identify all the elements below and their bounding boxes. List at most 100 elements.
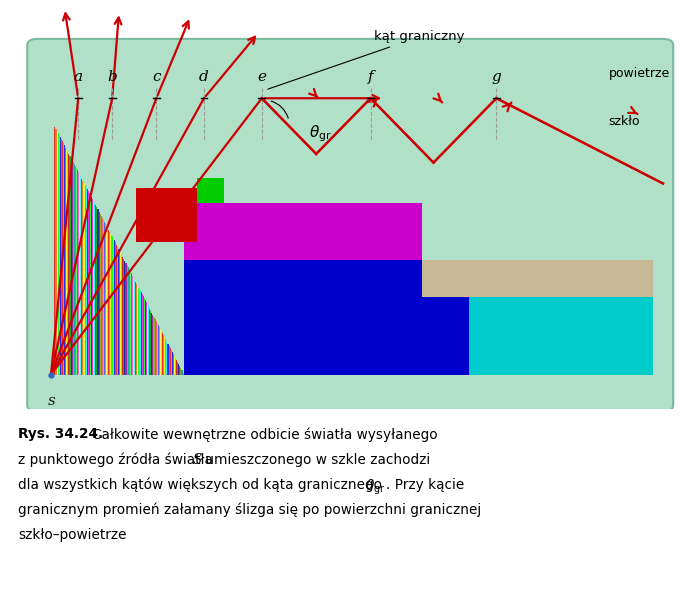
Bar xyxy=(102,218,103,375)
Bar xyxy=(112,238,114,375)
Bar xyxy=(73,164,75,375)
Bar xyxy=(115,243,116,375)
Bar xyxy=(150,310,151,375)
Text: S: S xyxy=(47,397,55,407)
Bar xyxy=(143,298,145,375)
Bar xyxy=(61,139,62,375)
Text: g: g xyxy=(492,70,501,84)
Bar xyxy=(126,265,128,375)
Bar xyxy=(171,350,172,375)
Bar xyxy=(141,294,143,375)
Bar xyxy=(97,210,99,375)
Bar xyxy=(469,297,653,375)
Bar xyxy=(136,284,137,375)
Bar xyxy=(130,271,131,375)
Bar xyxy=(107,228,108,375)
Bar xyxy=(125,263,126,375)
Bar xyxy=(67,152,69,375)
Bar xyxy=(176,360,177,375)
Bar xyxy=(177,362,178,375)
Bar xyxy=(123,259,124,375)
Text: b: b xyxy=(107,70,117,84)
Bar xyxy=(118,249,119,375)
Bar xyxy=(158,325,159,375)
Bar xyxy=(79,174,80,375)
Bar xyxy=(147,304,148,375)
Bar xyxy=(120,253,121,375)
Bar xyxy=(104,222,105,375)
Text: a: a xyxy=(73,70,83,84)
Bar xyxy=(152,315,154,375)
Bar xyxy=(174,356,175,375)
Bar xyxy=(131,274,132,375)
Bar xyxy=(100,214,101,375)
Bar xyxy=(95,205,97,375)
Bar xyxy=(89,193,90,375)
Bar xyxy=(91,197,92,375)
Bar xyxy=(134,280,135,375)
Bar xyxy=(146,302,147,375)
Bar xyxy=(156,323,158,375)
Text: Całkowite wewnętrzne odbicie światła wysyłanego: Całkowite wewnętrzne odbicie światła wys… xyxy=(92,428,438,442)
Bar xyxy=(62,141,63,375)
Bar xyxy=(106,226,107,375)
Bar xyxy=(66,150,67,375)
Bar xyxy=(197,178,224,203)
Bar xyxy=(105,224,106,375)
Bar xyxy=(162,333,163,375)
Bar xyxy=(65,147,66,375)
Bar xyxy=(129,269,130,375)
Bar xyxy=(56,131,58,375)
Bar xyxy=(148,307,149,375)
Bar xyxy=(169,348,171,375)
Text: e: e xyxy=(257,70,267,84)
Bar xyxy=(75,166,76,375)
Bar xyxy=(160,329,161,375)
Text: Rys. 34.24.: Rys. 34.24. xyxy=(18,428,103,441)
Text: kąt graniczny: kąt graniczny xyxy=(268,31,464,89)
Bar xyxy=(76,168,77,375)
Bar xyxy=(167,343,169,375)
Bar xyxy=(163,335,164,375)
Bar xyxy=(137,286,138,375)
Text: szkło: szkło xyxy=(609,115,640,128)
Text: $\theta_{\rm gr}$: $\theta_{\rm gr}$ xyxy=(309,123,332,144)
Bar xyxy=(182,373,184,375)
Text: umieszczonego w szkle zachodzi: umieszczonego w szkle zachodzi xyxy=(201,453,430,467)
Bar xyxy=(422,260,653,297)
Bar xyxy=(116,244,117,375)
Bar xyxy=(71,160,73,375)
Bar xyxy=(133,277,134,375)
Bar xyxy=(114,240,115,375)
Bar xyxy=(145,300,146,375)
Bar xyxy=(151,313,152,375)
Bar xyxy=(121,255,122,375)
Bar xyxy=(172,352,173,375)
Bar xyxy=(178,364,180,375)
Bar xyxy=(184,203,422,260)
Text: c: c xyxy=(152,70,160,84)
Text: powietrze: powietrze xyxy=(609,67,670,80)
Bar xyxy=(149,309,150,375)
Bar xyxy=(87,189,88,375)
Bar xyxy=(154,319,156,375)
Bar xyxy=(78,172,79,375)
Bar xyxy=(119,251,120,375)
Bar xyxy=(93,201,95,375)
Text: d: d xyxy=(199,70,209,84)
Bar xyxy=(108,230,109,375)
Bar xyxy=(161,331,162,375)
Bar xyxy=(64,145,65,375)
Bar xyxy=(110,234,112,375)
Bar xyxy=(60,137,61,375)
Bar xyxy=(180,368,182,375)
Text: dla wszystkich kątów większych od kąta granicznego: dla wszystkich kątów większych od kąta g… xyxy=(18,478,386,492)
Bar xyxy=(92,199,93,375)
Bar xyxy=(132,276,133,375)
Text: szkło–powietrze: szkło–powietrze xyxy=(18,528,126,542)
Bar xyxy=(58,135,60,375)
Bar xyxy=(90,195,91,375)
Bar xyxy=(136,188,197,241)
Bar xyxy=(109,232,110,375)
Bar xyxy=(88,191,89,375)
